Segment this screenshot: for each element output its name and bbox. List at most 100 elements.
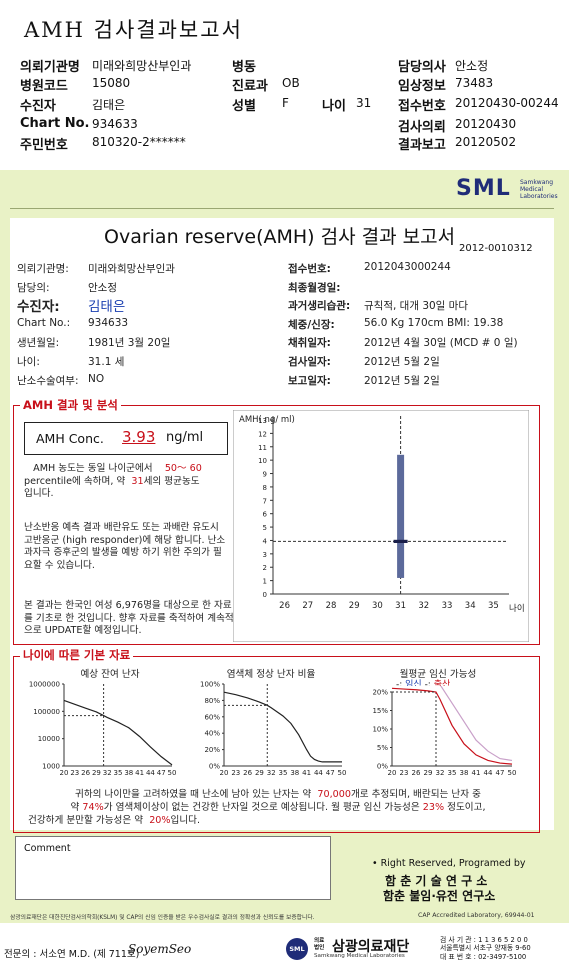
y-tick-label: 6 xyxy=(263,511,268,519)
x-tick-label: 41 xyxy=(135,769,144,777)
org-english-name: Samkwang Medical Laboratories xyxy=(314,953,405,959)
chart3-title: 월평균 임신 가능성 xyxy=(399,669,477,680)
pregnancy-chart: 0% 5% 10% 15% 20% 20 23 26 29 32 35 38 41 44 47 50 xyxy=(360,686,518,780)
info-label: 과거생리습관: xyxy=(288,300,351,312)
info-label: 수진자: xyxy=(17,299,60,315)
y-tick-label: 9 xyxy=(263,471,267,479)
footer-note: 삼광의료재단은 대한진단검사의학회(KSLM) 및 CAP의 신임 인증을 받은… xyxy=(10,915,315,921)
x-tick-label: 50 xyxy=(338,769,347,777)
info-label: 생년월일: xyxy=(17,337,60,349)
y-tick-label: 1000 xyxy=(42,763,60,771)
x-tick-label: 41 xyxy=(302,769,311,777)
header-field-label: 결과보고 xyxy=(398,138,446,153)
y-tick-label: 0% xyxy=(209,763,220,771)
amh-conc-unit: ng/ml xyxy=(166,430,204,445)
y-tick-label: 12 xyxy=(258,430,267,438)
info-value: 규칙적, 대개 30일 마다 xyxy=(364,300,468,312)
age-section-title: 나이에 따른 기본 자료 xyxy=(20,647,134,663)
y-tick-label: 20% xyxy=(372,689,388,697)
x-tick-label: 26 xyxy=(243,769,252,777)
normal-eggs-chart: 0% 20% 40% 60% 80% 100% 20 23 26 29 32 35 38 41 44 47 50 xyxy=(190,678,348,780)
x-tick-label: 23 xyxy=(70,769,79,777)
info-value: NO xyxy=(88,373,105,385)
lab-name-1: 함 춘 기 술 연 구 소 xyxy=(385,874,488,888)
info-value: 2012년 5월 2일 xyxy=(364,356,440,368)
x-tick-label: 32 xyxy=(103,769,112,777)
x-tick-label: 20 xyxy=(388,769,397,777)
x-tick-label: 47 xyxy=(157,769,166,777)
y-tick-label: 15% xyxy=(372,707,388,715)
x-tick-label: 29 xyxy=(92,769,101,777)
info-label: 난소수술여부: xyxy=(17,375,79,387)
amh-report: SML Samkwang Medical Laboratories Ovaria… xyxy=(0,170,569,974)
header-field-label: 검사의뢰 xyxy=(398,120,446,135)
x-tick-label: 50 xyxy=(168,769,177,777)
info-value: 2012043000244 xyxy=(364,261,451,273)
y-tick-label: 1000000 xyxy=(29,681,60,689)
x-tick-label: 31 xyxy=(395,601,406,611)
amh-x-axis-label: 나이 xyxy=(509,603,525,614)
header-field-label: 병원코드 xyxy=(20,79,68,94)
org-address: 검 사 기 관 : 1 1 3 6 5 2 0 0 서울특별시 서초구 양재동 … xyxy=(440,936,531,961)
sml-logo: SML xyxy=(456,176,511,201)
header-field-value: 73483 xyxy=(455,76,494,90)
y-tick-label: 40% xyxy=(204,730,220,738)
y-tick-label: 0 xyxy=(263,591,267,599)
info-value: 2012년 4월 30일 (MCD # 0 일) xyxy=(364,337,518,349)
comment-label: Comment xyxy=(24,843,71,854)
header-field-value: 20120430 xyxy=(455,117,517,131)
x-tick-label: 32 xyxy=(267,769,276,777)
x-tick-label: 38 xyxy=(290,769,299,777)
signer: 전문의 : 서소연 M.D. (제 711호) xyxy=(4,949,140,960)
report-title: Ovarian reserve(AMH) 검사 결과 보고서 xyxy=(104,226,456,248)
y-tick-label: 60% xyxy=(204,713,220,721)
age-section-box xyxy=(13,656,540,833)
header-field-value: 김태은 xyxy=(92,98,126,112)
x-tick-label: 38 xyxy=(124,769,133,777)
org-legal-type: 의료 법인 xyxy=(314,938,325,951)
header-field-value: 31 xyxy=(356,96,372,110)
amh-conc-box: AMH Conc. 3.93 ng/ml xyxy=(24,422,228,455)
report-header: AMH 검사결과보고서 의뢰기관명 미래와희망산부인과 병동 담당의사 안소정 병원코드 1… xyxy=(0,0,569,166)
lab-name-2: 함춘 불임·유전 연구소 xyxy=(383,889,496,903)
amh-percentile-text: AMH 농도는 동일 나이군에서 50～ 60 percentile에 속하며,… xyxy=(24,463,202,499)
x-tick-label: 32 xyxy=(436,769,445,777)
y-tick-label: 100000 xyxy=(33,708,60,716)
signature: SoyemSeo xyxy=(128,942,192,956)
header-field-label: 진료과 xyxy=(232,79,268,94)
info-value: 56.0 Kg 170cm BMI: 19.38 xyxy=(364,317,504,329)
y-tick-label: 2 xyxy=(263,564,267,572)
header-title: AMH 검사결과보고서 xyxy=(24,18,243,42)
x-tick-label: 44 xyxy=(484,769,493,777)
info-label: 나이: xyxy=(17,356,40,368)
x-tick-label: 38 xyxy=(460,769,469,777)
mini-chart-bg xyxy=(190,678,348,780)
chart2-title: 염색체 정상 난자 비율 xyxy=(226,669,316,680)
chart-frame xyxy=(233,410,529,642)
x-tick-label: 35 xyxy=(279,769,288,777)
header-field-value: 미래와희망산부인과 xyxy=(92,59,192,73)
y-tick-label: 7 xyxy=(263,497,267,505)
amh-response-text: 난소반응 예측 결과 배란유도 또는 과배란 유도시 고반응군 (high re… xyxy=(24,522,226,571)
y-tick-label: 10% xyxy=(372,726,388,734)
info-label: 담당의: xyxy=(17,282,50,294)
x-tick-label: 44 xyxy=(314,769,323,777)
header-field-value: 20120502 xyxy=(455,135,517,149)
info-value: 1981년 3월 20일 xyxy=(88,337,171,349)
series-line-2 xyxy=(391,687,513,765)
x-tick-label: 23 xyxy=(231,769,240,777)
y-tick-label: 13 xyxy=(258,417,267,425)
header-field-label: 성별 xyxy=(232,99,256,114)
y-tick-label: 3 xyxy=(263,551,267,559)
amh-point xyxy=(393,539,408,543)
header-field-label: 의뢰기관명 xyxy=(20,60,80,75)
info-value: 2012년 5월 2일 xyxy=(364,375,440,387)
info-label: 보고일자: xyxy=(288,375,331,387)
x-tick-label: 29 xyxy=(349,601,360,611)
series-line-1 xyxy=(440,686,513,762)
series-line-1 xyxy=(223,691,342,763)
cap-accreditation: CAP Accredited Laboratory, 69944-01 xyxy=(418,912,535,919)
x-tick-label: 23 xyxy=(400,769,409,777)
header-field-label: 병동 xyxy=(232,60,256,75)
